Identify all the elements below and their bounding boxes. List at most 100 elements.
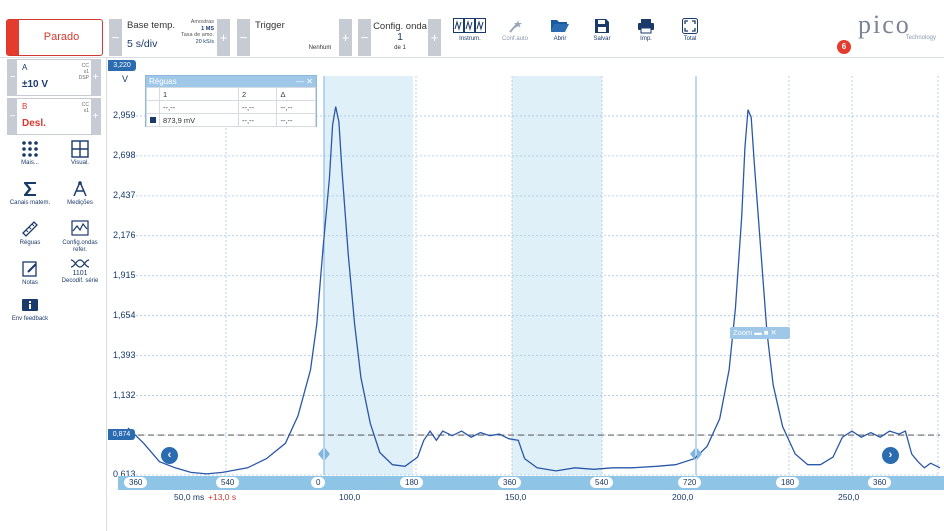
trigger-mode[interactable]: Nenhum	[308, 45, 332, 51]
rulers-panel-close-icon[interactable]: — ✕	[296, 77, 313, 86]
waveform-number[interactable]: 1	[397, 31, 403, 43]
x-tick-label: 50,0 ms	[174, 492, 205, 502]
angle-ruler-label: 720	[678, 477, 702, 488]
table-cell: Δ	[276, 87, 316, 101]
run-indicator	[7, 20, 19, 55]
notes-label: Notas	[22, 280, 38, 286]
auto-setup-label: Conf.auto	[501, 36, 529, 42]
table-cell	[146, 100, 160, 114]
table-cell: --,--	[237, 100, 278, 114]
fullscreen-icon	[682, 18, 698, 34]
channel-a-dsp: DSP	[78, 75, 89, 81]
channel-b-name: B	[22, 102, 28, 111]
channel-a-coupling: CC	[81, 63, 89, 69]
waveform-plot[interactable]	[108, 58, 944, 476]
channel-b-mode: CC x1	[82, 102, 89, 114]
print-icon	[638, 19, 654, 34]
samples-label: Amostras	[190, 19, 214, 25]
top-scale-marker[interactable]: 3,220	[108, 60, 136, 71]
auto-setup-button[interactable]: Conf.auto	[495, 18, 535, 54]
channel-a-decrease-button[interactable]: −	[8, 60, 17, 95]
open-button[interactable]: Abrir	[540, 18, 580, 54]
instruments-icon	[453, 18, 486, 33]
left-panel: − A ±10 V CC x1 DSP + − B Desl. CC x1 + …	[0, 58, 107, 531]
more-label: Mais...	[21, 160, 39, 166]
scroll-right-button[interactable]: ›	[882, 447, 899, 464]
print-button[interactable]: Imp.	[626, 18, 666, 54]
y-axis-unit: V	[122, 74, 129, 84]
math-sigma-icon	[24, 182, 36, 196]
waveform-count: de 1	[394, 45, 406, 51]
channel-a-increase-button[interactable]: +	[91, 60, 100, 95]
channel-b-range[interactable]: Desl.	[22, 118, 46, 129]
table-cell	[146, 87, 160, 101]
channel-b-increase-button[interactable]: +	[91, 99, 100, 134]
channel-a-control[interactable]: − A ±10 V CC x1 DSP +	[7, 59, 101, 96]
instruments-button[interactable]: Instrum.	[450, 18, 490, 54]
serial-decode-button[interactable]: 1101 Decodif. série	[55, 258, 105, 285]
x-tick-label: 250,0	[838, 492, 860, 502]
x-tick-label: 100,0	[339, 492, 361, 502]
angle-ruler-label: 360	[498, 477, 522, 488]
ruler-handle-icon	[318, 448, 323, 460]
zoom-overview-tag[interactable]: Zoom ▬ ■ ✕	[730, 327, 790, 339]
y-tick-label: 2,959	[113, 109, 136, 120]
reference-waveforms-button[interactable]: Config.ondas refer.	[55, 220, 105, 254]
time-offset-label: +13,0 s	[208, 492, 237, 502]
angle-ruler-label: 360	[124, 477, 148, 488]
channel-b-probe: x1	[83, 108, 89, 114]
feedback-label: Env feedback	[11, 316, 49, 322]
angle-ruler-label: 180	[776, 477, 800, 488]
run-stop-button[interactable]: Parado	[6, 19, 103, 56]
reference-waveforms-label: Config.ondas refer.	[62, 240, 98, 253]
ruler-handle-icon	[697, 448, 702, 460]
zoom-controls-icon[interactable]: ▬ ■ ✕	[754, 328, 777, 337]
reference-waveform-icon	[71, 220, 89, 236]
y-tick-label: 1,654	[113, 309, 136, 320]
math-channels-button[interactable]: Canais matem.	[5, 180, 55, 207]
view-label: Visual.	[71, 160, 89, 166]
x-tick-label: 200,0	[672, 492, 694, 502]
rulers-panel[interactable]: Réguas — ✕ 1 2 Δ --,-- --,-- --,-- 873,9…	[145, 75, 317, 127]
trigger-decrease-button[interactable]: −	[237, 19, 250, 56]
reference-level-marker[interactable]: 0,874	[108, 429, 135, 441]
measurements-label: Medições	[67, 200, 93, 206]
notification-badge[interactable]: 6	[837, 40, 851, 54]
rulers-panel-title: Réguas	[149, 77, 177, 86]
timebase-value[interactable]: 5 s/div	[127, 38, 158, 50]
serial-decode-icon: 1101	[70, 259, 90, 276]
timebase-title: Base temp.	[127, 20, 176, 31]
measurements-icon	[73, 181, 87, 197]
waveform-increase-button[interactable]: +	[428, 19, 441, 56]
fullscreen-button[interactable]: Total	[670, 18, 710, 54]
more-button[interactable]: Mais...	[5, 140, 55, 167]
rulers-button[interactable]: Réguas	[5, 220, 55, 247]
table-row: 873,9 mV --,-- --,--	[146, 113, 316, 127]
open-label: Abrir	[553, 36, 567, 42]
notes-button[interactable]: Notas	[5, 260, 55, 287]
save-button[interactable]: Salvar	[582, 18, 622, 54]
open-folder-icon	[551, 20, 569, 32]
channel-b-decrease-button[interactable]: −	[8, 99, 17, 134]
channel-a-range[interactable]: ±10 V	[22, 79, 49, 90]
channel-a-mode: CC x1 DSP	[79, 63, 89, 81]
channel-a-probe: x1	[83, 69, 89, 75]
view-button[interactable]: Visual.	[55, 140, 105, 167]
feedback-button[interactable]: Env feedback	[5, 298, 55, 323]
channel-b-control[interactable]: − B Desl. CC x1 +	[7, 98, 101, 135]
zoom-label: Zoom	[733, 328, 753, 337]
waveform-decrease-button[interactable]: −	[358, 19, 371, 56]
oscilloscope-view[interactable]: 3,220 V 2,959 2,698 2,437 2,176 1,915 1,654 1,…	[108, 58, 944, 531]
scroll-left-button[interactable]: ‹	[161, 447, 178, 464]
table-cell: --,--	[276, 100, 316, 114]
samples-readout[interactable]: Amostras 1 MS Taxa de amo. 20 kS/s	[172, 19, 214, 45]
ruler-handle-icon	[690, 448, 695, 460]
timebase-increase-button[interactable]: +	[217, 19, 230, 56]
sample-rate-label: Taxa de amo.	[180, 32, 214, 38]
rulers-table: 1 2 Δ --,-- --,-- --,-- 873,9 mV --,-- -…	[146, 87, 316, 127]
angle-ruler-bar[interactable]	[118, 476, 944, 490]
measurements-button[interactable]: Medições	[55, 180, 105, 207]
timebase-decrease-button[interactable]: −	[109, 19, 122, 56]
y-tick-label: 2,437	[113, 189, 136, 200]
trigger-increase-button[interactable]: +	[339, 19, 352, 56]
